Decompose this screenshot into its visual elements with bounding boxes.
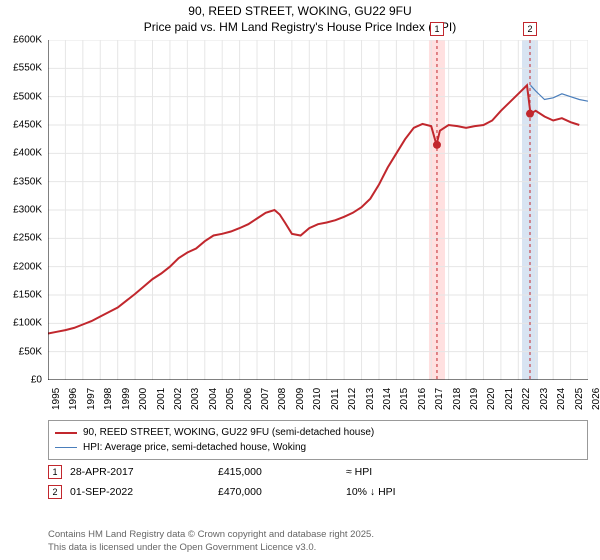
x-tick-label: 2016 bbox=[417, 388, 428, 410]
x-tick-label: 2012 bbox=[347, 388, 358, 410]
y-tick-label: £350K bbox=[13, 176, 42, 187]
y-tick-label: £0 bbox=[31, 375, 42, 386]
legend-swatch-property bbox=[55, 432, 77, 434]
x-axis-labels: 1995 1996 1997 1998 1999 2000 2001 2002 2003 2004… bbox=[48, 382, 588, 422]
title-address: 90, REED STREET, WOKING, GU22 9FU bbox=[0, 4, 600, 20]
x-tick-label: 2025 bbox=[574, 388, 585, 410]
marker-dot-1 bbox=[433, 141, 441, 149]
x-tick-label: 2023 bbox=[539, 388, 550, 410]
title-block: 90, REED STREET, WOKING, GU22 9FU Price … bbox=[0, 0, 600, 35]
x-tick-label: 2015 bbox=[399, 388, 410, 410]
x-tick-label: 1996 bbox=[68, 388, 79, 410]
x-tick-label: 2014 bbox=[382, 388, 393, 410]
x-tick-label: 2009 bbox=[295, 388, 306, 410]
x-tick-label: 2026 bbox=[591, 388, 600, 410]
y-tick-label: £500K bbox=[13, 91, 42, 102]
legend-label-property: 90, REED STREET, WOKING, GU22 9FU (semi-… bbox=[83, 425, 374, 440]
legend-box: 90, REED STREET, WOKING, GU22 9FU (semi-… bbox=[48, 420, 588, 460]
transaction-row: 1 28-APR-2017 £415,000 ≈ HPI bbox=[48, 462, 588, 482]
x-tick-label: 2017 bbox=[434, 388, 445, 410]
x-tick-label: 2020 bbox=[486, 388, 497, 410]
chart-plot-area bbox=[48, 40, 588, 380]
transaction-delta: 10% ↓ HPI bbox=[346, 486, 588, 498]
transaction-date: 28-APR-2017 bbox=[70, 466, 210, 478]
x-tick-label: 2002 bbox=[173, 388, 184, 410]
x-tick-label: 2022 bbox=[521, 388, 532, 410]
x-tick-label: 2019 bbox=[469, 388, 480, 410]
x-tick-label: 2010 bbox=[312, 388, 323, 410]
transaction-delta: ≈ HPI bbox=[346, 466, 588, 478]
legend-row-hpi: HPI: Average price, semi-detached house,… bbox=[55, 440, 581, 455]
y-tick-label: £150K bbox=[13, 290, 42, 301]
marker-badge-1: 1 bbox=[430, 22, 444, 36]
x-tick-label: 2000 bbox=[138, 388, 149, 410]
chart-svg bbox=[48, 40, 588, 380]
x-tick-label: 2006 bbox=[243, 388, 254, 410]
y-tick-label: £200K bbox=[13, 261, 42, 272]
x-tick-label: 2024 bbox=[556, 388, 567, 410]
x-tick-label: 1999 bbox=[121, 388, 132, 410]
legend-row-property: 90, REED STREET, WOKING, GU22 9FU (semi-… bbox=[55, 425, 581, 440]
transaction-marker: 1 bbox=[48, 465, 62, 479]
transactions-table: 1 28-APR-2017 £415,000 ≈ HPI 2 01-SEP-2022 £47… bbox=[48, 462, 588, 502]
x-tick-label: 2021 bbox=[504, 388, 515, 410]
x-tick-label: 1995 bbox=[51, 388, 62, 410]
y-tick-label: £250K bbox=[13, 233, 42, 244]
transaction-row: 2 01-SEP-2022 £470,000 10% ↓ HPI bbox=[48, 482, 588, 502]
x-tick-label: 2001 bbox=[156, 388, 167, 410]
y-tick-label: £550K bbox=[13, 63, 42, 74]
footnote-line1: Contains HM Land Registry data © Crown c… bbox=[48, 529, 588, 541]
x-tick-label: 2013 bbox=[365, 388, 376, 410]
legend-label-hpi: HPI: Average price, semi-detached house,… bbox=[83, 440, 306, 455]
y-tick-label: £400K bbox=[13, 148, 42, 159]
title-subtitle: Price paid vs. HM Land Registry's House … bbox=[0, 20, 600, 36]
transaction-marker: 2 bbox=[48, 485, 62, 499]
transaction-price: £415,000 bbox=[218, 466, 338, 478]
x-tick-label: 2005 bbox=[225, 388, 236, 410]
y-tick-label: £600K bbox=[13, 35, 42, 46]
marker-badge-2: 2 bbox=[523, 22, 537, 36]
x-tick-label: 2007 bbox=[260, 388, 271, 410]
y-tick-label: £450K bbox=[13, 120, 42, 131]
transaction-price: £470,000 bbox=[218, 486, 338, 498]
x-tick-label: 2003 bbox=[190, 388, 201, 410]
x-tick-label: 2011 bbox=[330, 388, 341, 410]
x-tick-label: 1997 bbox=[86, 388, 97, 410]
footnote-line2: This data is licensed under the Open Gov… bbox=[48, 542, 588, 554]
y-axis-labels: £0£50K£100K£150K£200K£250K£300K£350K£400… bbox=[0, 40, 46, 380]
y-tick-label: £50K bbox=[19, 346, 42, 357]
x-tick-label: 2008 bbox=[277, 388, 288, 410]
x-tick-label: 1998 bbox=[103, 388, 114, 410]
transaction-date: 01-SEP-2022 bbox=[70, 486, 210, 498]
series-property bbox=[48, 85, 579, 333]
marker-dot-2 bbox=[526, 110, 534, 118]
y-tick-label: £100K bbox=[13, 318, 42, 329]
series-hpi bbox=[531, 85, 589, 101]
x-tick-label: 2018 bbox=[452, 388, 463, 410]
legend-swatch-hpi bbox=[55, 447, 77, 448]
y-tick-label: £300K bbox=[13, 205, 42, 216]
x-tick-label: 2004 bbox=[208, 388, 219, 410]
chart-container: 90, REED STREET, WOKING, GU22 9FU Price … bbox=[0, 0, 600, 560]
footnote: Contains HM Land Registry data © Crown c… bbox=[48, 529, 588, 554]
